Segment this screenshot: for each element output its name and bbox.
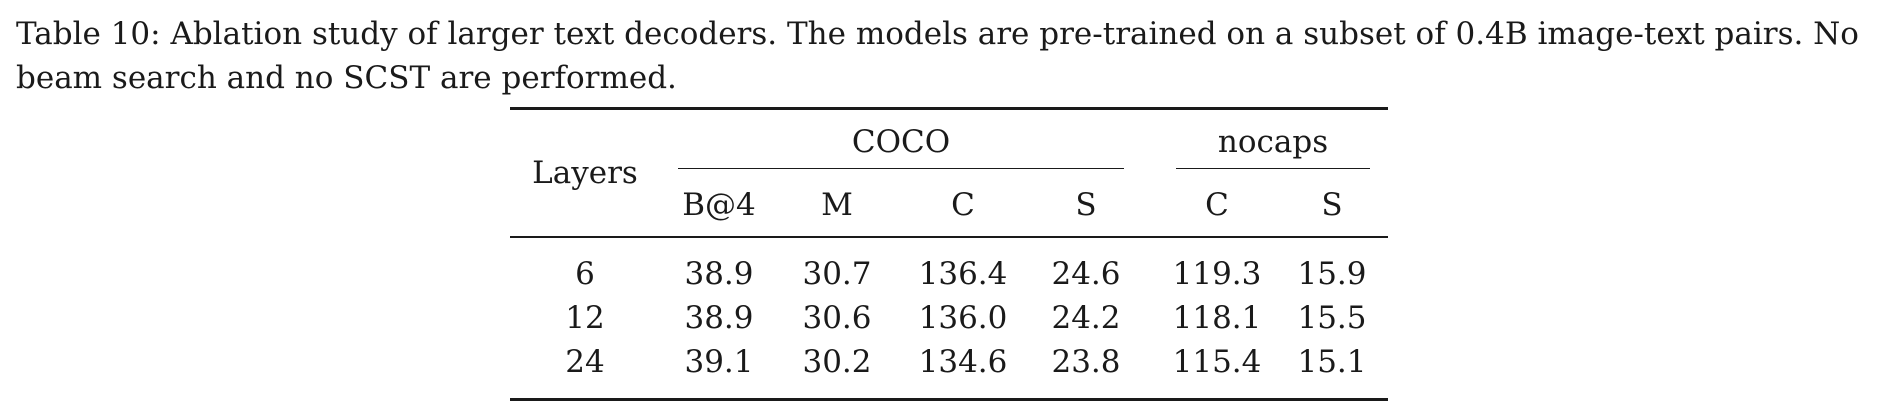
column-header: M	[821, 187, 853, 223]
layers-cell: 6	[575, 256, 595, 292]
value-cell: 115.4	[1172, 344, 1262, 380]
value-cell: 39.1	[684, 344, 754, 380]
group-header-row: Layers COCO nocaps	[510, 108, 1388, 238]
column-header: C	[951, 187, 975, 223]
value-cell: 30.2	[802, 344, 872, 380]
value-cell: 30.7	[802, 256, 872, 292]
value-cell: 15.1	[1297, 344, 1367, 380]
value-cell: 24.6	[1051, 256, 1121, 292]
value-cell: 119.3	[1172, 256, 1262, 292]
column-header-row: B@4 M C S C S	[510, 174, 1388, 237]
value-cell: 15.9	[1297, 256, 1367, 292]
layers-header: Layers	[510, 108, 660, 238]
table-row: 6 38.9 30.7 136.4 24.6 119.3 15.9	[510, 237, 1388, 296]
layers-cell: 24	[565, 344, 605, 380]
value-cell: 38.9	[684, 256, 754, 292]
value-cell: 118.1	[1172, 300, 1262, 336]
column-header: S	[1321, 187, 1343, 223]
value-cell: 136.0	[918, 300, 1008, 336]
nocaps-group-label: nocaps	[1217, 123, 1329, 160]
column-header: B@4	[682, 187, 756, 223]
table-caption: Table 10: Ablation study of larger text …	[16, 16, 1859, 96]
table-row: 12 38.9 30.6 136.0 24.2 118.1 15.5	[510, 296, 1388, 340]
layers-cell: 12	[565, 300, 605, 336]
column-header: C	[1205, 187, 1229, 223]
value-cell: 24.2	[1051, 300, 1121, 336]
coco-group-label: COCO	[851, 123, 951, 160]
value-cell: 30.6	[802, 300, 872, 336]
column-header: S	[1075, 187, 1097, 223]
value-cell: 134.6	[918, 344, 1008, 380]
coco-group-header: COCO	[660, 109, 1142, 175]
ablation-table: Layers COCO nocaps B@4 M C S	[510, 107, 1388, 401]
value-cell: 15.5	[1297, 300, 1367, 336]
table-row: 24 39.1 30.2 134.6 23.8 115.4 15.1	[510, 340, 1388, 400]
value-cell: 136.4	[918, 256, 1008, 292]
value-cell: 23.8	[1051, 344, 1121, 380]
value-cell: 38.9	[684, 300, 754, 336]
nocaps-group-header: nocaps	[1158, 109, 1388, 175]
